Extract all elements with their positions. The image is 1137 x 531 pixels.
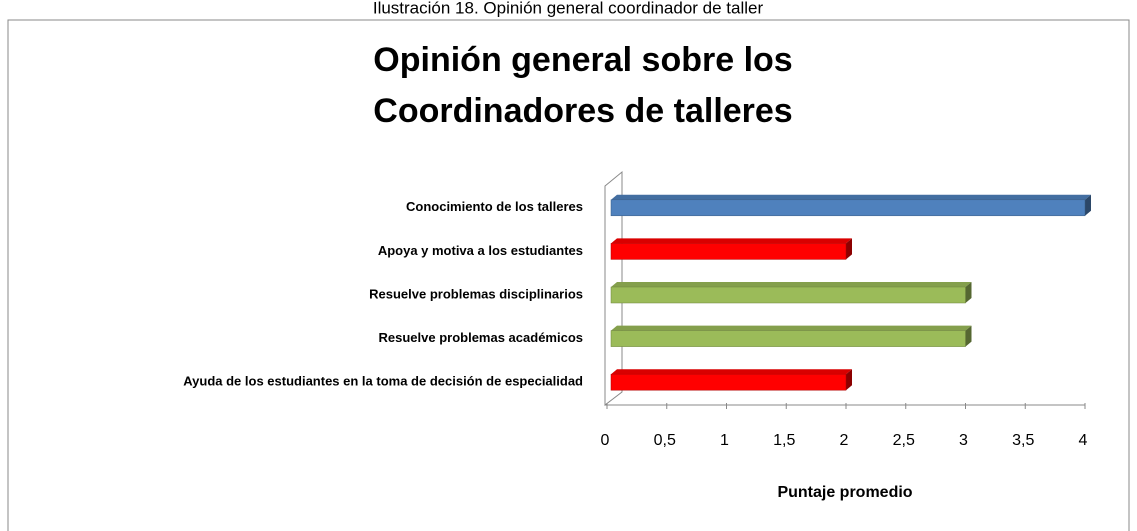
- bar: [610, 243, 847, 260]
- bar-top: [611, 325, 972, 331]
- x-tick-label: 1: [720, 432, 729, 449]
- x-tick-label: 1,5: [773, 432, 795, 449]
- bar: [610, 330, 966, 347]
- bar-end: [846, 369, 852, 391]
- bar: [610, 373, 847, 391]
- y-tick-label: Resuelve problemas disciplinarios: [369, 286, 583, 301]
- bar-top: [611, 194, 1091, 200]
- bar: [610, 286, 966, 304]
- x-tick-label: 3,5: [1012, 432, 1034, 449]
- bar: [610, 199, 1086, 217]
- bar-top: [611, 238, 852, 244]
- bar-end: [846, 238, 852, 260]
- y-tick-label: Ayuda de los estudiantes en la toma de d…: [183, 374, 583, 389]
- x-tick-label: 0,5: [654, 432, 676, 449]
- y-tick-label: Resuelve problemas académicos: [379, 330, 584, 345]
- y-tick-label: Conocimiento de los talleres: [406, 199, 583, 214]
- chart-title: Opinión general sobre los: [373, 41, 792, 79]
- bar-top: [611, 282, 972, 287]
- x-axis-title: Puntaje promedio: [777, 484, 912, 501]
- x-tick-label: 2,5: [893, 432, 915, 449]
- x-tick-label: 4: [1079, 432, 1088, 449]
- x-tick-label: 0: [601, 432, 610, 449]
- bar-top: [611, 369, 852, 375]
- chart-border: [7, 19, 1130, 531]
- bar-end: [1085, 194, 1091, 216]
- caption: Ilustración 18. Opinión general coordina…: [373, 0, 764, 17]
- bar-end: [965, 325, 972, 347]
- bar-end: [965, 282, 972, 303]
- chart-title: Coordinadores de talleres: [373, 92, 792, 130]
- x-tick-label: 3: [959, 432, 968, 449]
- y-tick-label: Apoya y motiva a los estudiantes: [378, 243, 583, 258]
- x-tick-label: 2: [840, 432, 849, 449]
